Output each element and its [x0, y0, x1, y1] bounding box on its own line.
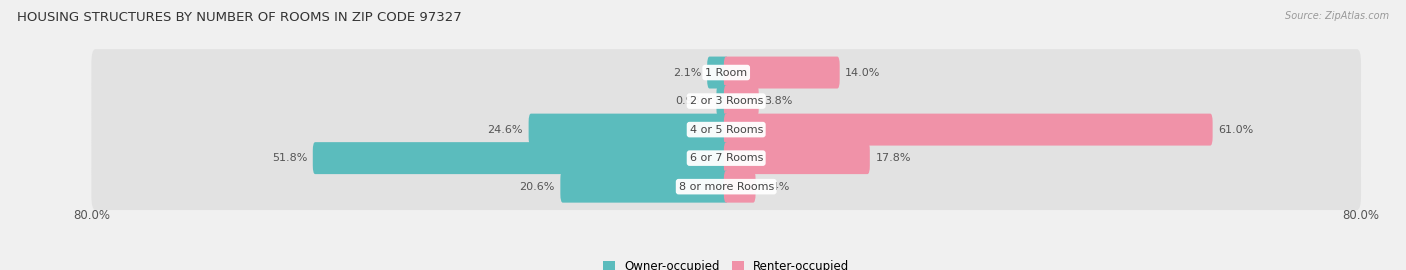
FancyBboxPatch shape [707, 57, 728, 89]
Text: 24.6%: 24.6% [488, 124, 523, 135]
FancyBboxPatch shape [561, 171, 728, 202]
FancyBboxPatch shape [724, 85, 759, 117]
Text: HOUSING STRUCTURES BY NUMBER OF ROOMS IN ZIP CODE 97327: HOUSING STRUCTURES BY NUMBER OF ROOMS IN… [17, 11, 461, 24]
FancyBboxPatch shape [724, 57, 839, 89]
Text: Source: ZipAtlas.com: Source: ZipAtlas.com [1285, 11, 1389, 21]
FancyBboxPatch shape [91, 106, 1361, 153]
FancyBboxPatch shape [724, 114, 1212, 146]
FancyBboxPatch shape [312, 142, 728, 174]
Text: 4 or 5 Rooms: 4 or 5 Rooms [689, 124, 763, 135]
FancyBboxPatch shape [91, 49, 1361, 96]
FancyBboxPatch shape [91, 163, 1361, 210]
FancyBboxPatch shape [91, 78, 1361, 124]
Legend: Owner-occupied, Renter-occupied: Owner-occupied, Renter-occupied [599, 255, 853, 270]
Text: 3.4%: 3.4% [761, 182, 790, 192]
FancyBboxPatch shape [724, 171, 755, 202]
Text: 6 or 7 Rooms: 6 or 7 Rooms [689, 153, 763, 163]
Text: 20.6%: 20.6% [519, 182, 555, 192]
Text: 3.8%: 3.8% [765, 96, 793, 106]
Text: 51.8%: 51.8% [271, 153, 308, 163]
Text: 0.93%: 0.93% [675, 96, 711, 106]
Text: 14.0%: 14.0% [845, 68, 880, 77]
FancyBboxPatch shape [91, 135, 1361, 181]
FancyBboxPatch shape [717, 85, 728, 117]
Text: 1 Room: 1 Room [706, 68, 747, 77]
Text: 17.8%: 17.8% [876, 153, 911, 163]
Text: 61.0%: 61.0% [1218, 124, 1253, 135]
FancyBboxPatch shape [529, 114, 728, 146]
Text: 8 or more Rooms: 8 or more Rooms [679, 182, 773, 192]
Text: 2.1%: 2.1% [673, 68, 702, 77]
Text: 2 or 3 Rooms: 2 or 3 Rooms [689, 96, 763, 106]
FancyBboxPatch shape [724, 142, 870, 174]
